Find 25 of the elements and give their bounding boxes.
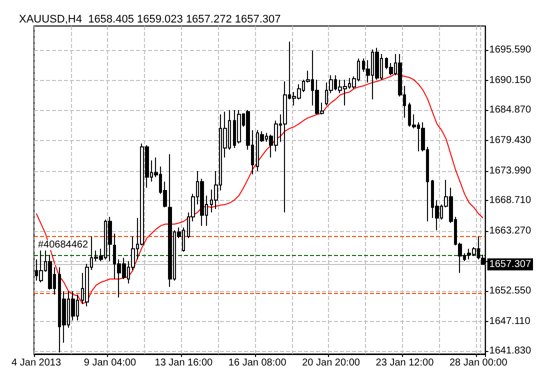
ref-line-label: 1657.307 bbox=[489, 258, 532, 270]
x-tick-label: 13 Jan 16:00 bbox=[154, 358, 214, 368]
candlestick bbox=[237, 109, 241, 144]
y-tick-label: 1684.870 bbox=[489, 104, 532, 116]
x-tick-label: 23 Jan 12:00 bbox=[376, 358, 434, 368]
x-tick-label: 16 Jan 08:00 bbox=[228, 358, 287, 368]
y-tick-label: 1673.990 bbox=[489, 166, 532, 177]
y-tick-label: 1679.430 bbox=[489, 135, 532, 146]
annotation: #40684462 bbox=[38, 240, 88, 250]
candlestick bbox=[168, 154, 172, 288]
x-tick-label: 28 Jan 00:00 bbox=[449, 358, 508, 368]
chart-title: XAUUSD,H4 1658.405 1659.023 1657.272 1657.307 bbox=[19, 14, 281, 26]
candlestick bbox=[48, 254, 52, 290]
x-tick-label: 20 Jan 20:00 bbox=[302, 358, 360, 368]
y-tick-label: 1690.150 bbox=[489, 75, 532, 86]
y-tick-label: 1663.270 bbox=[489, 226, 532, 237]
x-tick-label: 9 Jan 04:00 bbox=[84, 358, 137, 368]
y-tick-label: 1652.550 bbox=[489, 286, 532, 297]
x-tick-label: 4 Jan 2013 bbox=[12, 358, 62, 368]
line-series bbox=[36, 73, 484, 304]
y-tick-label: 1647.110 bbox=[489, 316, 531, 327]
y-tick-label: 1668.710 bbox=[489, 195, 532, 206]
candlestick bbox=[108, 216, 112, 262]
y-tick-label: 1695.590 bbox=[489, 44, 532, 56]
y-tick-label: 1641.830 bbox=[489, 346, 532, 357]
